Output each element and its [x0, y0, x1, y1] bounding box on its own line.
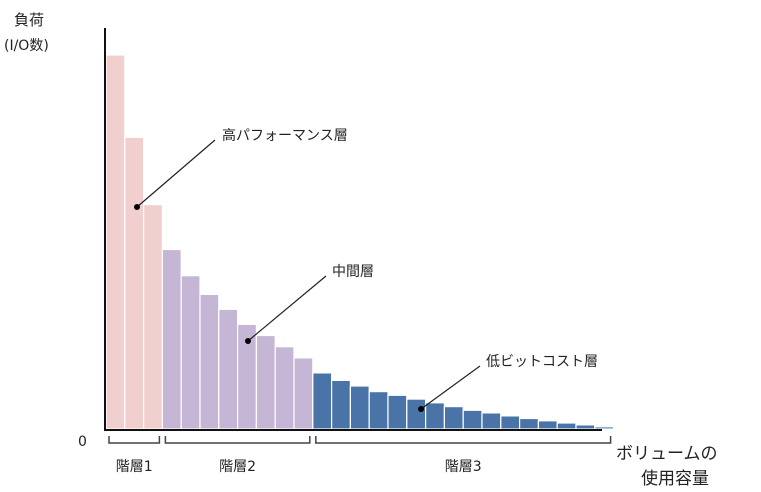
callout-middle: 中間層: [245, 264, 374, 344]
tier-label-3: 階層3: [445, 459, 482, 475]
bar-tier3-10: [481, 412, 502, 430]
tier-bracket-2: [164, 436, 311, 444]
bar-tier2-6: [255, 334, 276, 430]
y-axis-label-line2: (I/O数): [4, 38, 49, 54]
bar-tier3-8: [443, 406, 464, 430]
bar-tier2-3: [199, 293, 220, 430]
callout-line-low-bitcost: [420, 365, 481, 410]
bar-tier1-1: [105, 54, 126, 430]
callout-dot-middle: [245, 338, 251, 344]
bars-group: [105, 54, 615, 430]
tier-bracket-1: [108, 436, 161, 444]
y-zero-label: 0: [78, 434, 87, 450]
callout-high-performance: 高パフォーマンス層: [134, 127, 348, 210]
bar-tier3-12: [518, 417, 539, 430]
tier-brackets: [108, 436, 612, 444]
bar-tier2-7: [274, 346, 295, 430]
bar-tier3-13: [537, 420, 558, 430]
callout-line-high-performance: [136, 139, 216, 208]
bar-tier1-2: [124, 136, 145, 430]
tier-label-2: 階層2: [219, 459, 256, 475]
bar-tier3-7: [425, 402, 446, 430]
bar-tier2-4: [218, 308, 239, 430]
bar-tier3-11: [500, 415, 521, 430]
bar-tier3-4: [368, 391, 389, 430]
bar-tier3-1: [312, 372, 333, 430]
bar-tier2-2: [180, 275, 201, 430]
bar-tier3-9: [462, 409, 483, 430]
x-axis-label-line2: 使用容量: [641, 468, 709, 489]
bar-tier3-15: [575, 424, 596, 430]
bar-tier3-16: [594, 426, 615, 430]
x-axis-label-line1: ボリュームの: [616, 444, 718, 464]
bar-tier3-14: [556, 422, 577, 430]
bar-tier3-5: [387, 394, 408, 430]
callout-line-middle: [247, 275, 327, 342]
bar-tier1-3: [143, 204, 164, 430]
tier-bracket-3: [315, 436, 612, 444]
tier-label-1: 階層1: [116, 459, 153, 475]
annotation-high-performance: 高パフォーマンス層: [222, 127, 348, 144]
y-axis-label-line1: 負荷: [14, 11, 44, 29]
bar-tier2-8: [293, 357, 314, 430]
bar-tier3-6: [406, 398, 427, 430]
bar-tier3-2: [331, 379, 352, 430]
callout-low-bitcost: 低ビットコスト層: [418, 354, 598, 412]
annotation-middle: 中間層: [332, 264, 374, 280]
annotation-low-bitcost: 低ビットコスト層: [486, 354, 598, 370]
bar-tier3-3: [349, 385, 370, 430]
callout-dot-high-performance: [134, 204, 140, 210]
bar-tier2-1: [161, 248, 182, 430]
callout-dot-low-bitcost: [418, 406, 424, 412]
